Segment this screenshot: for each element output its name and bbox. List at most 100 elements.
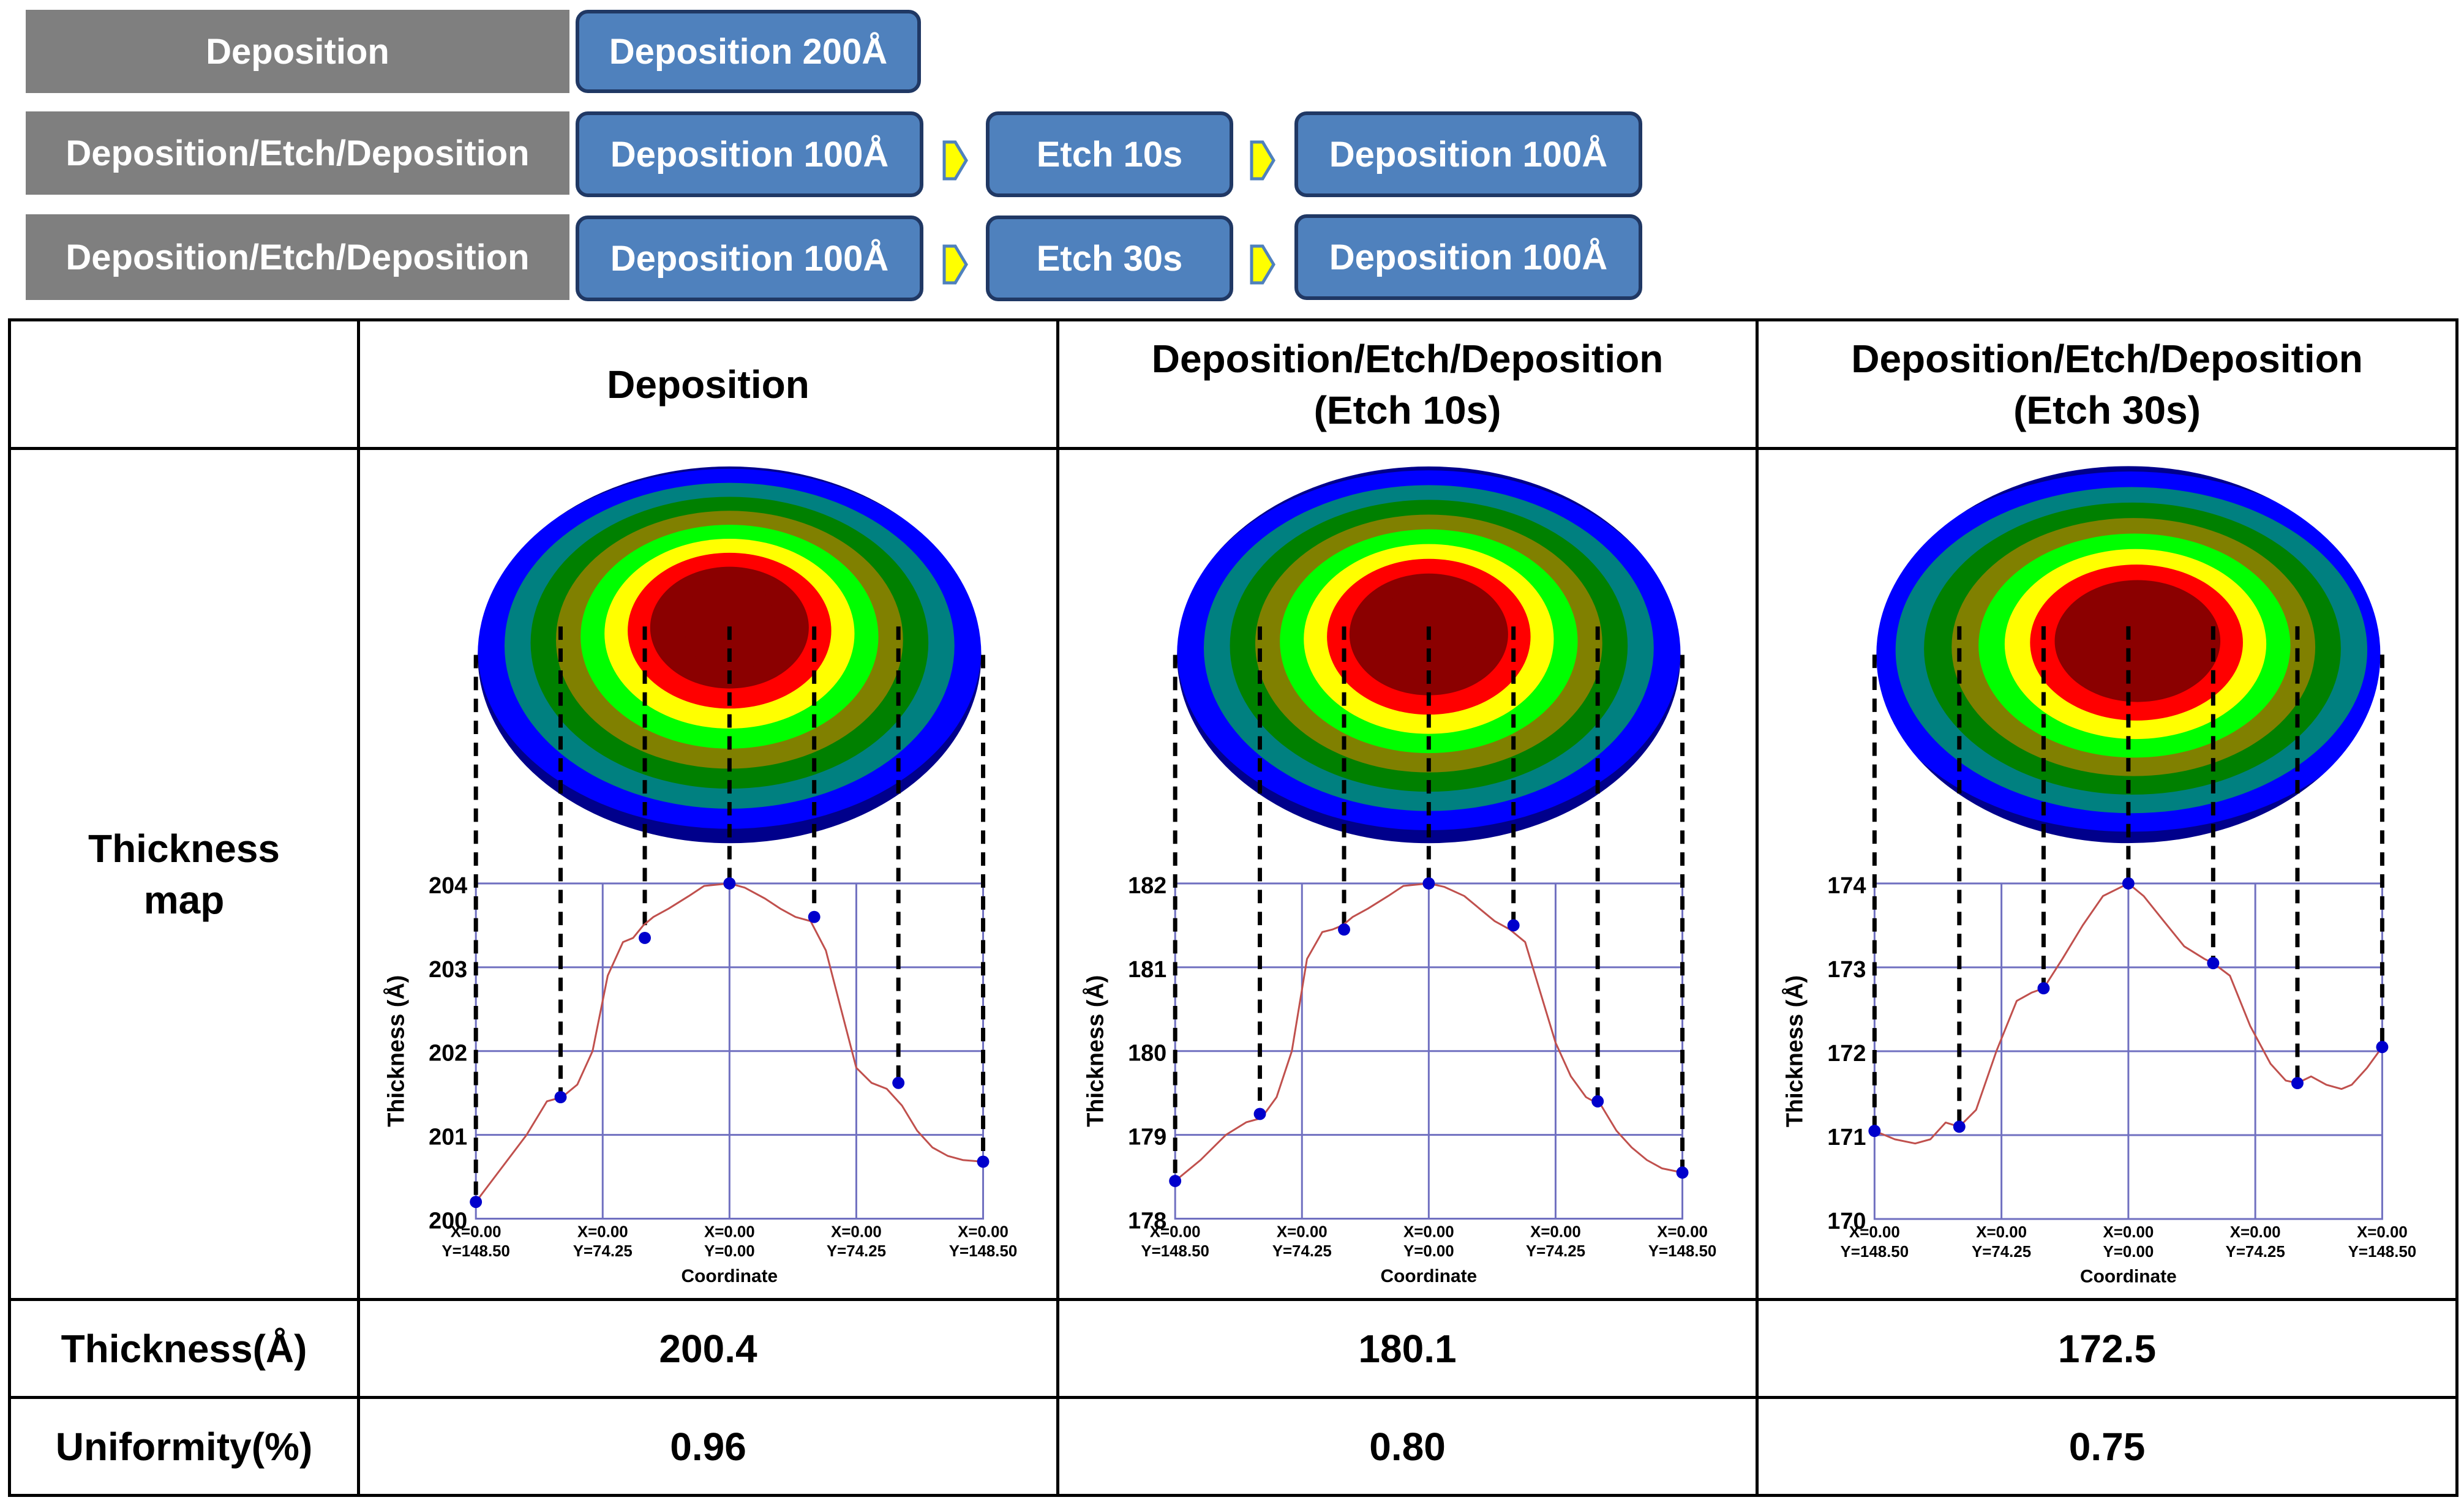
x-tick-label: X=0.00 xyxy=(2230,1223,2281,1240)
column-header: Deposition xyxy=(357,318,1059,450)
x-tick-label: Y=148.50 xyxy=(1841,1243,1909,1260)
x-axis-label: Coordinate xyxy=(2080,1266,2177,1286)
process-step-row1-1: Deposition 200Å xyxy=(576,10,921,93)
column-header-line2: (Etch 30s) xyxy=(2013,388,2201,432)
y-tick-label: 200 xyxy=(429,1208,467,1234)
x-tick-label: X=0.00 xyxy=(451,1223,501,1240)
x-tick-label: X=0.00 xyxy=(1277,1223,1328,1240)
process-label-row3: Deposition/Etch/Deposition xyxy=(26,214,569,300)
map-cell: 200 201 202 203 204 X=0.00 Y=148.50 X=0.00 Y=74.… xyxy=(357,447,1059,1301)
data-point xyxy=(1507,918,1520,931)
x-tick-label: X=0.00 xyxy=(1403,1223,1454,1240)
data-point xyxy=(2291,1076,2304,1089)
x-tick-label: Y=0.00 xyxy=(1403,1243,1454,1260)
x-tick-label: Y=74.25 xyxy=(1272,1243,1332,1260)
y-tick-label: 203 xyxy=(429,956,467,982)
contour-band xyxy=(684,575,775,673)
x-tick-label: Y=148.50 xyxy=(1141,1243,1209,1260)
y-axis-label: Thickness (Å) xyxy=(1781,975,1808,1127)
data-point xyxy=(1338,923,1350,936)
y-tick-label: 171 xyxy=(1827,1124,1866,1150)
y-axis-label: Thickness (Å) xyxy=(384,975,410,1127)
x-tick-label: X=0.00 xyxy=(577,1223,628,1240)
y-tick-label: 202 xyxy=(429,1040,467,1066)
row-label-uniformity: Uniformity(%) xyxy=(8,1396,360,1497)
data-point xyxy=(1169,1174,1182,1187)
x-tick-label: X=0.00 xyxy=(1976,1223,2027,1240)
uniformity-value: 0.75 xyxy=(1756,1396,2458,1497)
column-header-line2: (Etch 10s) xyxy=(1313,388,1501,432)
thickness-row: Thickness(Å) 200.4 180.1 172.5 xyxy=(8,1298,2458,1399)
contour-band xyxy=(2100,597,2177,681)
x-tick-label: X=0.00 xyxy=(1150,1223,1201,1240)
data-point xyxy=(2376,1040,2389,1053)
data-point xyxy=(1591,1095,1604,1108)
thickness-value: 172.5 xyxy=(1756,1298,2458,1399)
thickness-profile-line xyxy=(475,882,983,1202)
x-tick-label: X=0.00 xyxy=(2103,1223,2154,1240)
column-header-line1: Deposition xyxy=(607,362,809,407)
arrow-right-icon xyxy=(1250,140,1275,181)
row-label-line1: Thickness xyxy=(88,826,280,871)
x-tick-label: X=0.00 xyxy=(1849,1223,1900,1240)
x-tick-label: X=0.00 xyxy=(1657,1223,1708,1240)
row-label-thickness-map: Thickness map xyxy=(8,447,360,1301)
x-tick-label: Y=148.50 xyxy=(441,1243,510,1260)
x-tick-label: X=0.00 xyxy=(831,1223,882,1240)
data-point xyxy=(808,910,821,923)
data-point xyxy=(1953,1120,1966,1133)
process-step-row2-2: Etch 10s xyxy=(986,111,1233,197)
thickness-panel: 178 179 180 181 182 X=0.00 Y=148.50 X=0.00 Y=74.… xyxy=(1083,465,1717,1286)
process-step-row3-3: Deposition 100Å xyxy=(1294,214,1642,300)
y-tick-label: 181 xyxy=(1128,956,1166,982)
data-point xyxy=(2207,956,2220,969)
column-header-line1: Deposition/Etch/Deposition xyxy=(1851,336,2363,381)
process-step-row2-1: Deposition 100Å xyxy=(576,111,923,197)
data-point xyxy=(639,931,651,944)
row-label-thickness: Thickness(Å) xyxy=(8,1298,360,1399)
data-point xyxy=(723,877,736,890)
data-point xyxy=(2037,981,2050,994)
header-empty-cell xyxy=(8,318,360,450)
data-point xyxy=(470,1195,483,1208)
x-tick-label: Y=74.25 xyxy=(827,1243,886,1260)
data-point xyxy=(1676,1166,1689,1179)
thickness-value: 180.1 xyxy=(1056,1298,1759,1399)
data-point xyxy=(892,1076,905,1089)
y-tick-label: 179 xyxy=(1128,1124,1166,1150)
y-tick-label: 174 xyxy=(1827,872,1866,898)
header-row: Deposition Deposition/Etch/Deposition (E… xyxy=(8,318,2458,450)
x-tick-label: X=0.00 xyxy=(704,1223,755,1240)
arrow-right-icon xyxy=(1250,244,1275,285)
x-tick-label: X=0.00 xyxy=(1530,1223,1581,1240)
process-step-row2-3: Deposition 100Å xyxy=(1294,111,1642,197)
y-tick-label: 170 xyxy=(1827,1208,1866,1234)
thickness-panel: 200 201 202 203 204 X=0.00 Y=148.50 X=0.00 Y=74.… xyxy=(384,465,1017,1286)
x-tick-label: X=0.00 xyxy=(958,1223,1009,1240)
thickness-value: 200.4 xyxy=(357,1298,1059,1399)
process-step-row3-2: Etch 30s xyxy=(986,216,1233,301)
y-axis-label: Thickness (Å) xyxy=(1083,975,1109,1127)
column-header-line1: Deposition/Etch/Deposition xyxy=(1151,336,1664,381)
arrow-right-icon xyxy=(942,140,968,181)
process-label-row1: Deposition xyxy=(26,10,569,93)
column-header: Deposition/Etch/Deposition (Etch 30s) xyxy=(1756,318,2458,450)
uniformity-value: 0.80 xyxy=(1056,1396,1759,1497)
process-label-row2: Deposition/Etch/Deposition xyxy=(26,111,569,195)
x-tick-label: Y=148.50 xyxy=(1648,1243,1717,1260)
data-point xyxy=(2122,877,2135,890)
map-cell: 178 179 180 181 182 X=0.00 Y=148.50 X=0.00 Y=74.… xyxy=(1056,447,1759,1301)
thickness-map-row: Thickness map 200 201 202 203 204 X=0.00 Y=148… xyxy=(8,447,2458,1301)
x-axis-label: Coordinate xyxy=(682,1266,778,1286)
map-cell: 170 171 172 173 174 X=0.00 Y=148.50 X=0.00 Y=74.… xyxy=(1756,447,2458,1301)
column-header: Deposition/Etch/Deposition (Etch 10s) xyxy=(1056,318,1759,450)
results-table: Deposition Deposition/Etch/Deposition (E… xyxy=(8,318,2458,1497)
y-tick-label: 201 xyxy=(429,1124,467,1150)
x-tick-label: Y=0.00 xyxy=(2103,1243,2154,1260)
y-tick-label: 172 xyxy=(1827,1040,1866,1066)
row-label-line2: map xyxy=(143,877,225,922)
arrow-right-icon xyxy=(942,244,968,285)
x-tick-label: Y=148.50 xyxy=(2348,1243,2417,1260)
y-tick-label: 180 xyxy=(1128,1040,1166,1066)
uniformity-row: Uniformity(%) 0.96 0.80 0.75 xyxy=(8,1396,2458,1497)
